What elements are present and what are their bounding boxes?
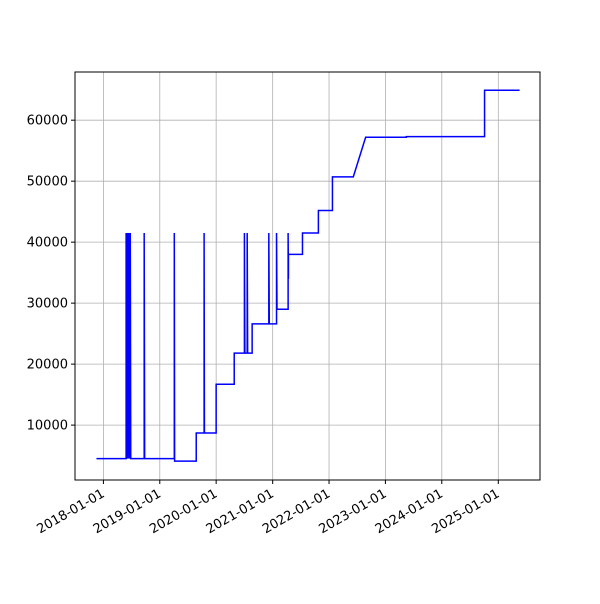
plot-frame <box>74 71 541 481</box>
y-tick-label: 60000 <box>27 114 68 129</box>
y-tick-label: 50000 <box>27 175 68 190</box>
line <box>96 89 520 462</box>
y-tick-label: 30000 <box>27 297 68 312</box>
y-tick-label: 40000 <box>27 236 68 251</box>
y-tick-label: 20000 <box>27 358 68 373</box>
y-tick-label: 10000 <box>27 419 68 434</box>
